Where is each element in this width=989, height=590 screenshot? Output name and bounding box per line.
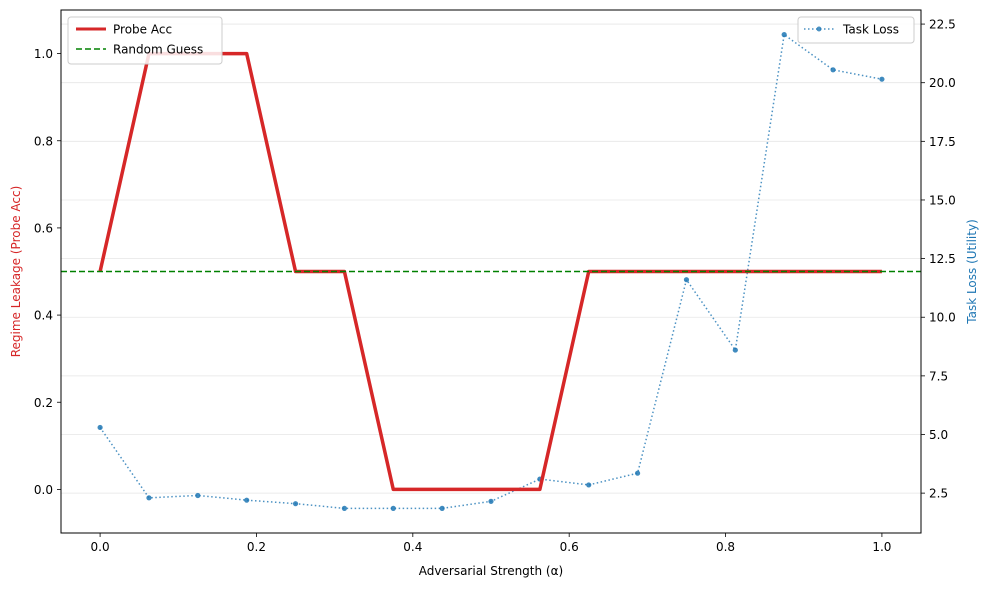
y-left-tick-label-0: 0.0 xyxy=(34,483,53,497)
plot-frame xyxy=(60,9,922,534)
y-right-tick-label-8: 22.5 xyxy=(929,18,956,32)
task-loss-point-5 xyxy=(341,505,348,511)
series-layer xyxy=(61,32,921,511)
legend-right-box xyxy=(797,16,915,44)
y-right-tick-label-6: 17.5 xyxy=(929,135,956,149)
y-right-tick-label-1: 5.0 xyxy=(929,428,948,442)
task-loss-point-8 xyxy=(488,498,494,504)
y-right-tick-label-5: 15.0 xyxy=(929,193,956,207)
legend-label-random-guess: Random Guess xyxy=(113,43,203,57)
legend-marker-task-loss xyxy=(816,26,822,32)
y-axis-left-label: Regime Leakage (Probe Acc) xyxy=(9,186,23,358)
y-right-tick-label-2: 7.5 xyxy=(929,369,948,383)
x-tick-label-0: 0.0 xyxy=(91,540,110,554)
legend-left-box xyxy=(67,16,223,65)
y-axis-left: 0.0 0.2 0.4 0.6 0.8 1.0 xyxy=(34,47,61,497)
series-line-probe-acc xyxy=(98,51,882,492)
y-left-tick-label-1: 0.2 xyxy=(34,396,53,410)
task-loss-point-14 xyxy=(781,32,787,38)
task-loss-point-16 xyxy=(879,76,885,82)
x-tick-label-4: 0.8 xyxy=(716,540,735,554)
task-loss-point-6 xyxy=(390,505,396,511)
y-right-tick-label-4: 12.5 xyxy=(929,252,956,266)
gridlines xyxy=(61,23,921,494)
task-loss-point-15 xyxy=(830,67,836,73)
task-loss-point-0 xyxy=(97,424,103,431)
y-left-tick-label-4: 0.8 xyxy=(34,134,53,148)
x-axis-label: Adversarial Strength (α) xyxy=(419,564,563,578)
task-loss-point-10 xyxy=(586,482,592,488)
task-loss-point-3 xyxy=(244,497,250,503)
legend-left: Probe Acc Random Guess xyxy=(67,16,223,65)
y-right-tick-label-0: 2.5 xyxy=(929,487,948,501)
task-loss-point-7 xyxy=(439,505,445,511)
y-left-tick-label-5: 1.0 xyxy=(34,47,53,61)
y-left-tick-label-3: 0.6 xyxy=(34,221,53,235)
y-right-tick-label-3: 10.0 xyxy=(929,311,956,325)
legend-right: Task Loss xyxy=(797,16,915,44)
task-loss-point-11 xyxy=(634,470,641,476)
x-tick-label-2: 0.4 xyxy=(403,540,422,554)
task-loss-point-2 xyxy=(195,492,201,499)
task-loss-point-4 xyxy=(292,501,299,507)
y-axis-right: 2.5 5.0 7.5 10.0 12.5 15.0 17.5 20.0 22.5 xyxy=(921,18,956,501)
y-axis-right-label: Task Loss (Utility) xyxy=(965,219,979,325)
legend-label-probe-acc: Probe Acc xyxy=(113,23,172,37)
y-left-tick-label-2: 0.4 xyxy=(34,309,53,323)
x-tick-label-3: 0.6 xyxy=(560,540,579,554)
y-right-tick-label-7: 20.0 xyxy=(929,76,956,90)
task-loss-point-1 xyxy=(146,495,152,501)
x-tick-label-1: 0.2 xyxy=(247,540,266,554)
x-tick-label-5: 1.0 xyxy=(872,540,891,554)
legend-label-task-loss: Task Loss xyxy=(842,23,899,37)
task-loss-point-12 xyxy=(683,277,690,283)
task-loss-point-13 xyxy=(732,347,738,353)
x-axis: 0.0 0.2 0.4 0.6 0.8 1.0 xyxy=(91,533,891,554)
